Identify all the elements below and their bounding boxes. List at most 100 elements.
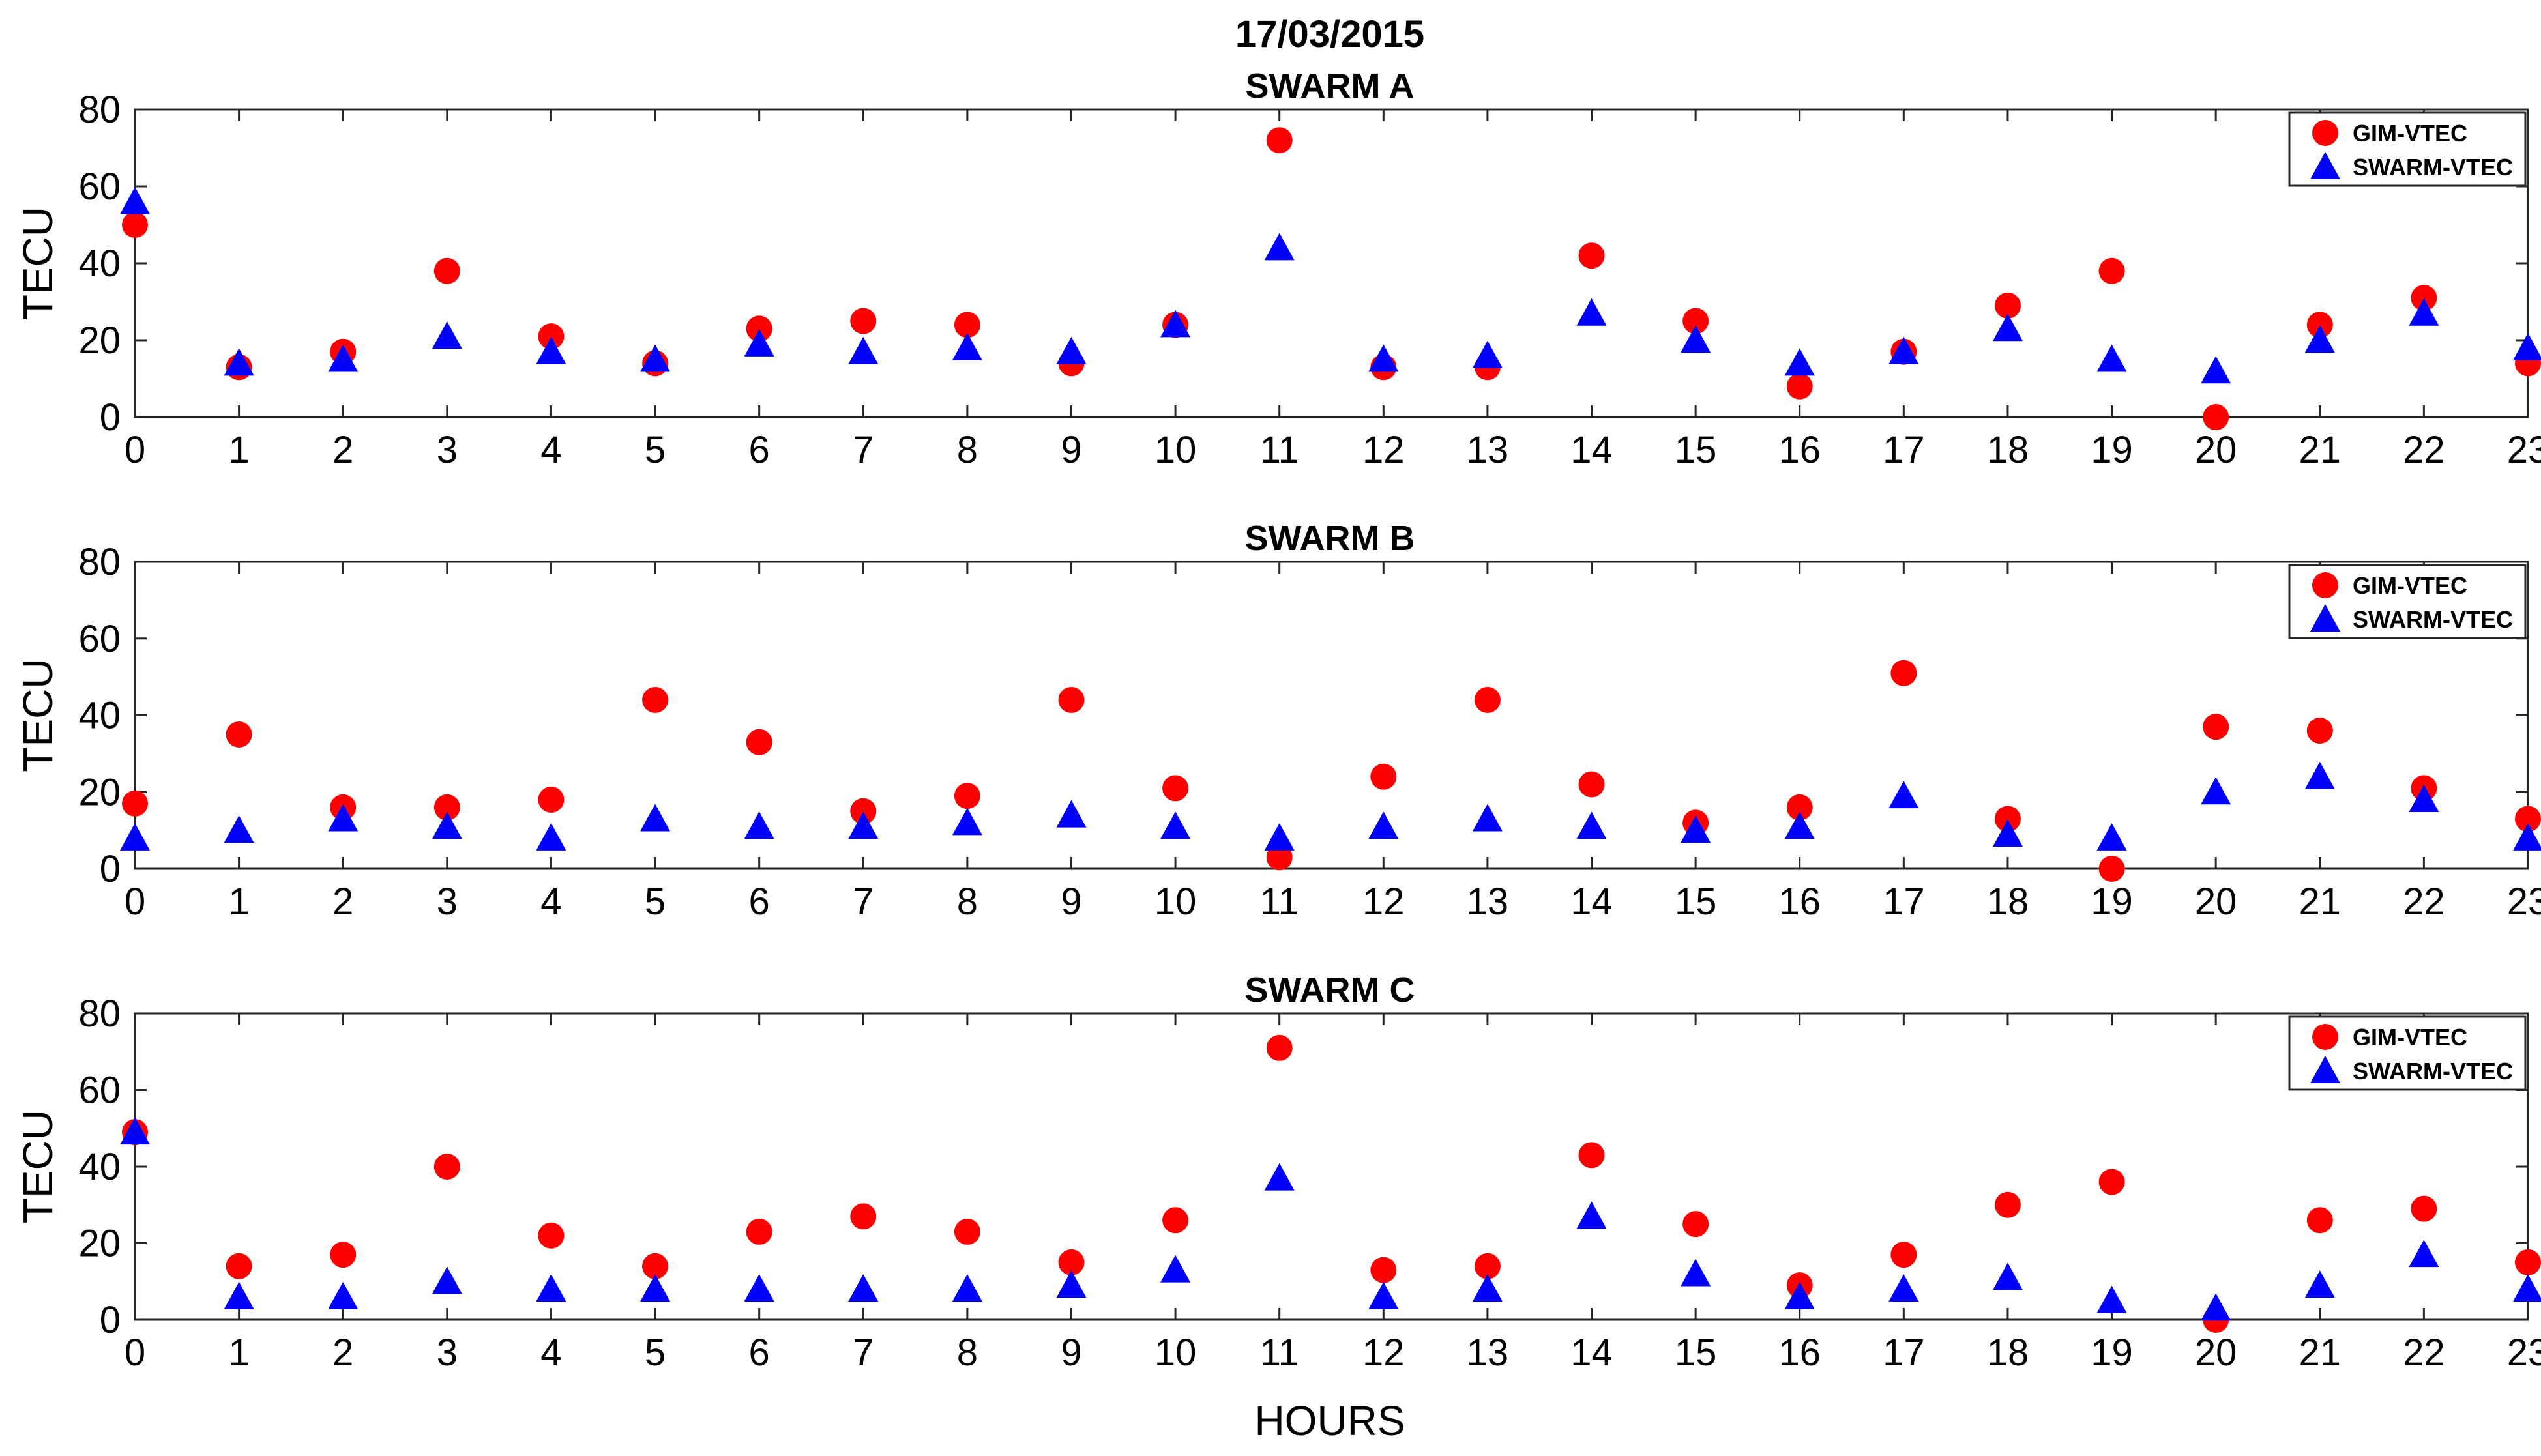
legend-label: GIM-VTEC [2353, 1024, 2467, 1051]
gim-vtec-point [746, 1218, 772, 1245]
y-tick-label: 60 [78, 618, 121, 660]
swarm-vtec-point [328, 1281, 359, 1309]
x-tick-label: 0 [125, 881, 145, 923]
swarm-vtec-point [952, 1274, 982, 1302]
x-tick-label: 9 [1061, 881, 1081, 923]
x-tick-label: 14 [1570, 881, 1613, 923]
panel-title: SWARM B [1245, 519, 1415, 558]
x-tick-label: 12 [1362, 881, 1405, 923]
swarm-vtec-point [1576, 811, 1607, 839]
x-tick-label: 16 [1778, 429, 1821, 471]
gim-vtec-point [2098, 856, 2125, 882]
swarm-vtec-point [1888, 781, 1919, 809]
gim-vtec-point [1266, 127, 1293, 154]
swarm-vtec-point [2409, 785, 2439, 813]
legend-marker-gim [2312, 1024, 2338, 1050]
gim-vtec-point [850, 1203, 877, 1230]
gim-vtec-point [122, 790, 148, 817]
swarm-vtec-point [1264, 233, 1295, 261]
swarm-vtec-point [2304, 1270, 2335, 1298]
gim-vtec-point [538, 787, 565, 813]
gim-vtec-point [122, 212, 148, 238]
x-tick-label: 15 [1675, 429, 1717, 471]
x-tick-label: 7 [853, 881, 874, 923]
swarm-vtec-point [1576, 298, 1607, 326]
gim-vtec-point [1266, 1034, 1293, 1061]
x-tick-label: 21 [2299, 1332, 2342, 1374]
legend-label: GIM-VTEC [2353, 120, 2467, 147]
swarm-vtec-point [848, 336, 879, 364]
swarm-vtec-point [1888, 1274, 1919, 1302]
x-tick-label: 18 [1987, 1332, 2029, 1374]
x-tick-label: 5 [645, 429, 666, 471]
gim-vtec-point [2098, 257, 2125, 284]
swarm-vtec-point [1992, 313, 2023, 342]
swarm-vtec-point [744, 328, 774, 357]
x-tick-label: 10 [1154, 1332, 1197, 1374]
swarm-vtec-point [1681, 1259, 1711, 1287]
gim-vtec-point [1474, 686, 1501, 713]
swarm-vtec-point [952, 332, 982, 360]
gim-vtec-point [850, 308, 877, 334]
axes-box [134, 561, 2529, 870]
x-tick-label: 18 [1987, 429, 2029, 471]
legend-marker-swarm [2310, 1056, 2340, 1083]
swarm-vtec-point [1784, 811, 1815, 839]
gim-vtec-point [1994, 806, 2021, 832]
swarm-vtec-point [2409, 1240, 2439, 1268]
x-tick-label: 18 [1987, 881, 2029, 923]
x-tick-label: 14 [1570, 429, 1613, 471]
gim-vtec-point [1578, 1142, 1605, 1169]
swarm-vtec-point [2513, 823, 2541, 851]
swarm-vtec-point [744, 811, 774, 839]
swarm-vtec-point [432, 321, 462, 349]
swarm-vtec-point [640, 344, 671, 372]
gim-vtec-point [433, 794, 460, 821]
gim-vtec-point [2203, 404, 2229, 430]
gim-vtec-point [2203, 714, 2229, 740]
x-tick-label: 19 [2091, 429, 2133, 471]
swarm-vtec-point [1681, 815, 1711, 843]
swarm-vtec-point [432, 811, 462, 839]
x-tick-label: 22 [2403, 881, 2445, 923]
legend-marker-gim [2312, 572, 2338, 598]
gim-vtec-point [1682, 308, 1709, 334]
swarm-vtec-point [1576, 1201, 1607, 1229]
x-tick-label: 17 [1883, 881, 1925, 923]
swarm-vtec-point [1368, 344, 1399, 372]
gim-vtec-point [433, 257, 460, 284]
x-tick-label: 4 [540, 1332, 561, 1374]
swarm-vtec-point [640, 804, 671, 832]
legend: GIM-VTEC SWARM-VTEC [2288, 1015, 2527, 1091]
swarm-vtec-point [2201, 1293, 2231, 1321]
x-tick-label: 21 [2299, 881, 2342, 923]
x-tick-label: 3 [437, 429, 458, 471]
gim-vtec-point [1890, 1242, 1917, 1268]
gim-vtec-point [1890, 660, 1917, 686]
x-tick-label: 7 [853, 429, 874, 471]
legend: GIM-VTEC SWARM-VTEC [2288, 111, 2527, 187]
x-tick-label: 20 [2195, 429, 2237, 471]
swarm-vtec-point [1368, 811, 1399, 839]
x-tick-label: 12 [1362, 429, 1405, 471]
swarm-vtec-point [536, 1274, 566, 1302]
swarm-vtec-point [120, 823, 150, 851]
gim-vtec-point [850, 798, 877, 824]
x-tick-label: 15 [1675, 1332, 1717, 1374]
swarm-vtec-point [1056, 336, 1087, 364]
x-tick-label: 8 [957, 1332, 978, 1374]
y-tick-label: 80 [78, 89, 121, 131]
gim-vtec-point [1786, 373, 1813, 400]
swarm-vtec-point [2096, 1285, 2127, 1313]
y-tick-label: 60 [78, 166, 121, 208]
swarm-vtec-point [2201, 356, 2231, 384]
axes-box [134, 108, 2529, 418]
swarm-vtec-point [2304, 761, 2335, 789]
swarm-vtec-point [848, 1274, 879, 1302]
y-tick-label: 40 [78, 242, 121, 285]
x-tick-label: 11 [1260, 1332, 1299, 1374]
x-tick-label: 14 [1570, 1332, 1613, 1374]
swarm-vtec-point [1784, 348, 1815, 376]
legend-label: SWARM-VTEC [2353, 154, 2513, 181]
